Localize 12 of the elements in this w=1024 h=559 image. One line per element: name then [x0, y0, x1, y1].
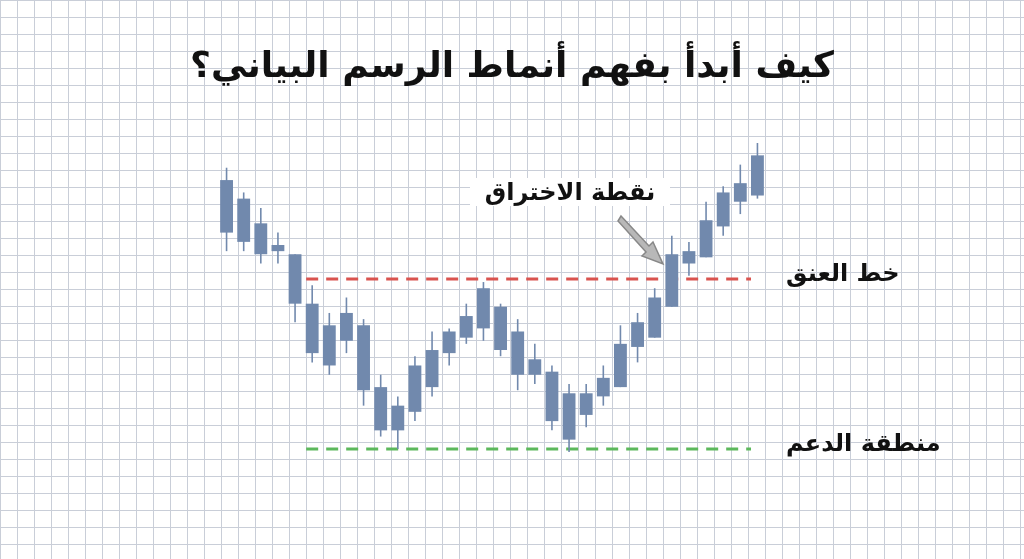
- candlestick: [271, 231, 285, 265]
- candlestick: [528, 343, 542, 385]
- candlestick: [579, 383, 593, 429]
- candlestick: [682, 241, 696, 277]
- annotation: نقطة الاختراق: [470, 178, 670, 206]
- ref-line-label: منطقة الدعم: [786, 429, 941, 458]
- candlestick: [442, 327, 456, 367]
- candlestick: [733, 163, 747, 215]
- chart-title: كيف أبدأ بفهم أنماط الرسم البياني؟: [190, 41, 835, 87]
- candlestick: [596, 364, 610, 407]
- candlestick: [459, 302, 473, 345]
- ref-line-label: خط العنق: [786, 259, 900, 288]
